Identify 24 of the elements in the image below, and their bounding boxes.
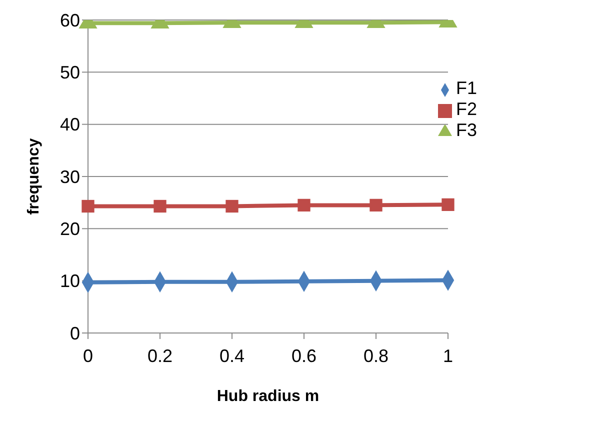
legend-label: F1 (456, 78, 478, 98)
legend-label: F3 (456, 120, 478, 140)
x-tick-label: 0.6 (291, 346, 317, 366)
y-tick-label: 50 (60, 62, 80, 83)
y-tick-label: 40 (60, 114, 80, 135)
point (226, 200, 238, 213)
x-tick-label: 1 (442, 346, 454, 366)
point (154, 200, 166, 213)
y-tick-label: 0 (70, 323, 80, 344)
y-tick-label: 30 (60, 166, 80, 187)
x-axis-title: Hub radius m (216, 388, 320, 405)
point (370, 198, 382, 212)
x-tick-label: 0 (82, 346, 94, 366)
y-axis-title: frequency (26, 138, 43, 215)
y-tick-label: 20 (60, 219, 80, 240)
x-tick-label: 0.4 (219, 346, 245, 366)
x-tick-label: 0.8 (363, 346, 389, 366)
y-tick-label: 60 (60, 10, 80, 30)
point (298, 198, 310, 212)
x-tick-label: 0.2 (147, 346, 173, 366)
legend-label: F2 (456, 99, 478, 119)
point (82, 200, 94, 213)
y-tick-label: 10 (60, 271, 80, 292)
point (442, 198, 454, 211)
